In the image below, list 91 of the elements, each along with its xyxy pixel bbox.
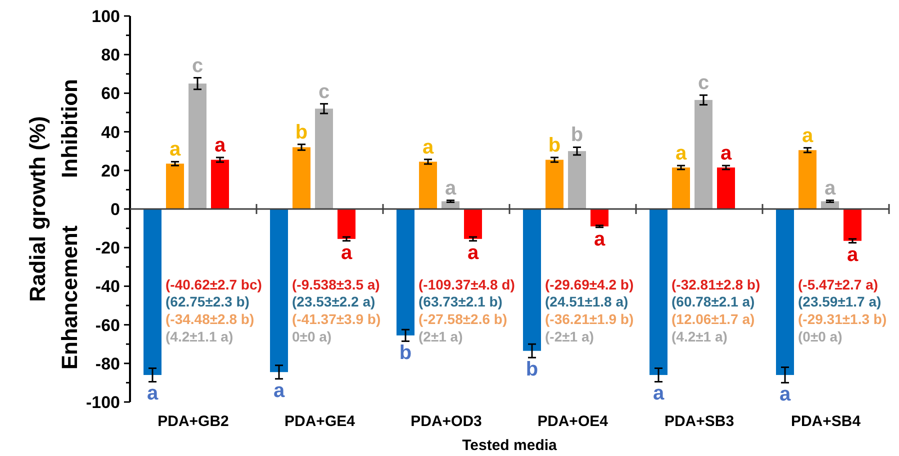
y-tick-label: -80 xyxy=(95,354,120,374)
bar xyxy=(144,209,162,375)
bar xyxy=(523,209,541,351)
data-label: a xyxy=(340,242,353,264)
data-label: a xyxy=(675,142,688,165)
x-tick-label: PDA+OD3 xyxy=(410,413,482,430)
data-label: a xyxy=(146,382,159,405)
data-label: a xyxy=(652,382,665,405)
annotation: (60.78±2.1 a) xyxy=(672,294,755,310)
data-label: a xyxy=(846,244,859,266)
y-tick-label: -100 xyxy=(86,393,120,412)
annotation: (-34.48±2.8 b) xyxy=(166,311,254,328)
annotation: (4.2±1.1 a) xyxy=(166,328,234,344)
annotation: (62.75±2.3 b) xyxy=(166,294,250,310)
bar xyxy=(717,168,735,209)
data-label: a xyxy=(467,242,480,264)
data-label: a xyxy=(214,134,226,156)
bar xyxy=(315,108,333,209)
annotation: (-29.31±1.3 b) xyxy=(798,311,887,328)
y-tick-label: 20 xyxy=(101,161,120,180)
y-tick-label: -60 xyxy=(95,316,120,335)
x-tick-label: PDA+SB4 xyxy=(790,413,862,430)
annotation: (-40.62±2.7 bc) xyxy=(166,276,262,292)
text: Enhancement xyxy=(57,224,82,370)
bar xyxy=(270,209,288,372)
data-label: b xyxy=(399,342,412,364)
bar xyxy=(798,150,816,209)
data-label: c xyxy=(192,54,204,77)
bar xyxy=(464,209,482,239)
data-label: a xyxy=(169,138,182,161)
data-label: a xyxy=(273,380,286,402)
bar xyxy=(292,147,310,209)
y-tick-label: 100 xyxy=(92,7,120,26)
data-label: b xyxy=(570,124,584,146)
bar xyxy=(694,100,712,209)
data-label: c xyxy=(318,80,330,103)
annotation: (-27.58±2.6 b) xyxy=(418,311,508,328)
annotation: (2±1 a) xyxy=(418,328,463,344)
annotation: (-36.21±1.9 b) xyxy=(545,311,634,328)
bar xyxy=(211,160,229,209)
annotation: 0±0 a) xyxy=(292,328,332,344)
data-label: c xyxy=(698,72,710,94)
annotation: (23.59±1.7 a) xyxy=(798,294,882,310)
bar xyxy=(568,151,586,209)
data-label: b xyxy=(526,358,538,381)
data-label: a xyxy=(720,142,732,165)
bar xyxy=(546,160,564,209)
bar xyxy=(776,209,794,375)
bar xyxy=(166,164,184,209)
bar xyxy=(396,209,414,336)
data-label: a xyxy=(802,124,814,147)
data-label: a xyxy=(422,136,434,158)
y-tick-label: 80 xyxy=(101,46,120,65)
data-label: b xyxy=(548,134,561,156)
bar xyxy=(650,209,668,375)
annotation: (4.2±1 a) xyxy=(672,328,728,344)
x-tick-label: PDA+GB2 xyxy=(158,413,229,430)
bar xyxy=(590,209,608,226)
annotation: (-9.538±3.5 a) xyxy=(292,276,380,292)
y-tick-label: -20 xyxy=(95,238,120,258)
annotation: (12.06±1.7 a) xyxy=(672,311,755,328)
bar xyxy=(338,209,356,239)
x-tick-label: PDA+SB3 xyxy=(664,413,734,430)
data-label: a xyxy=(594,228,606,250)
data-label: a xyxy=(444,177,457,200)
y-axis-title: Radial growth (%) xyxy=(25,116,50,302)
annotation: (-29.69±4.2 b) xyxy=(545,276,634,292)
data-label: a xyxy=(779,384,792,406)
data-label: b xyxy=(295,121,308,144)
x-tick-label: PDA+OE4 xyxy=(538,413,609,430)
x-tick-label: PDA+GE4 xyxy=(284,413,356,430)
bar xyxy=(188,84,206,209)
text: Inhibition xyxy=(57,79,82,178)
y-tick-label: 40 xyxy=(101,122,120,142)
y-tick-label: -40 xyxy=(95,277,120,296)
annotation: (23.53±2.2 a) xyxy=(292,294,376,310)
annotation: (24.51±1.8 a) xyxy=(545,294,628,310)
bar xyxy=(419,162,437,209)
annotation: (63.73±2.1 b) xyxy=(418,294,502,310)
annotation: (0±0 a) xyxy=(798,328,842,344)
annotation: (-2±1 a) xyxy=(545,328,594,344)
y-tick-label: 60 xyxy=(101,84,120,104)
bar xyxy=(672,168,690,209)
x-axis-title: Tested media xyxy=(462,437,558,454)
annotation: (-109.37±4.8 d) xyxy=(418,276,515,292)
annotation: (-5.47±2.7 a) xyxy=(798,276,878,292)
annotation: (-32.81±2.8 b) xyxy=(672,276,760,292)
y-tick-label: 0 xyxy=(110,200,120,219)
annotation: (-41.37±3.9 b) xyxy=(292,311,381,328)
data-label: a xyxy=(824,177,836,200)
bar xyxy=(844,209,862,241)
